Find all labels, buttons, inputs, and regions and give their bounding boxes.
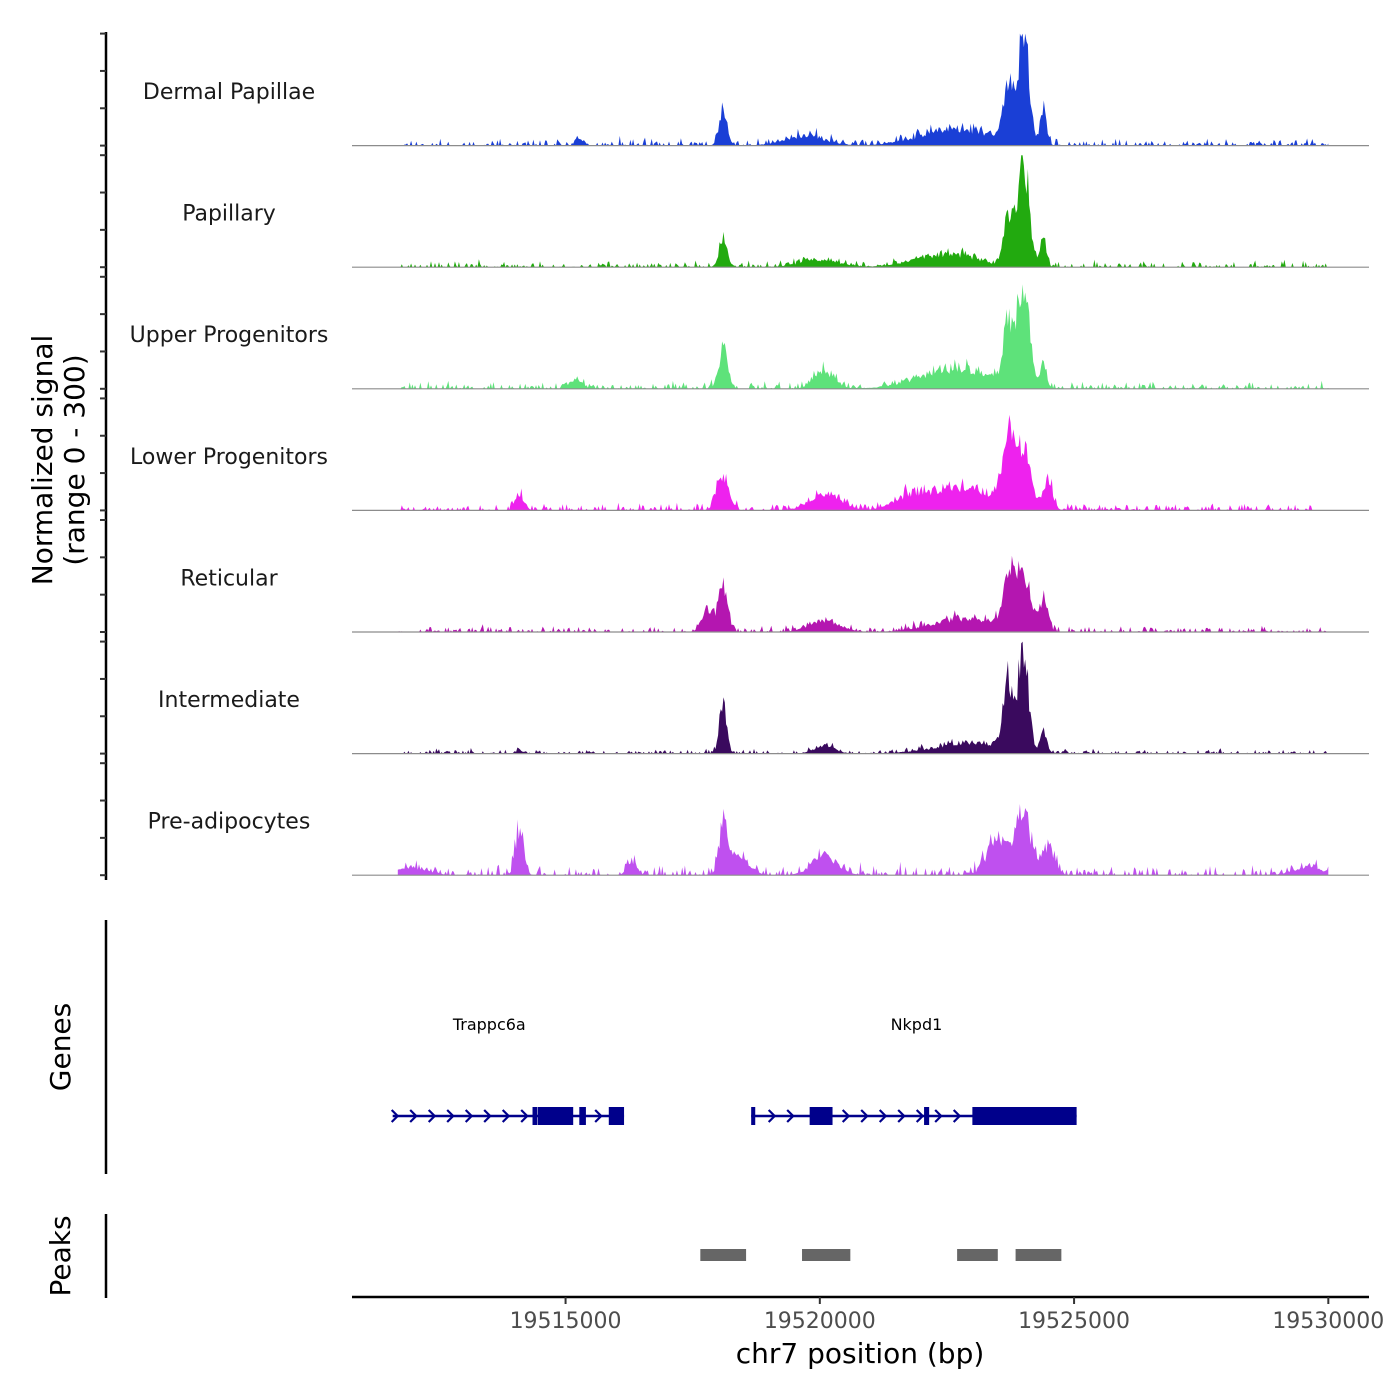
- strand-arrow: [767, 1109, 777, 1123]
- strand-arrow: [786, 1109, 795, 1123]
- gene-exon: [608, 1107, 625, 1125]
- peak-region: [802, 1249, 851, 1261]
- x-tick-label: 19525000: [1018, 1309, 1130, 1334]
- track-label: Reticular: [180, 566, 278, 591]
- coverage-area: [397, 33, 1329, 146]
- gene-model: Trappc6a: [390, 1015, 625, 1125]
- strand-arrow: [427, 1109, 437, 1123]
- strand-arrow: [860, 1109, 869, 1123]
- track-label: Intermediate: [158, 688, 300, 713]
- coverage-track: Pre-adipocytes: [148, 804, 1369, 876]
- coverage-track: Upper Progenitors: [130, 284, 1369, 390]
- coverage-area: [397, 414, 1329, 511]
- coverage-y-ticks: [100, 32, 106, 877]
- strand-arrow: [594, 1109, 603, 1123]
- track-label: Papillary: [182, 202, 276, 227]
- strand-arrow: [390, 1109, 400, 1123]
- strand-arrow: [841, 1109, 851, 1123]
- peak-region: [700, 1249, 747, 1261]
- peaks-track-label-group: Peaks: [44, 1215, 77, 1296]
- strand-arrow: [446, 1109, 455, 1123]
- peak-regions: [700, 1249, 1062, 1261]
- coverage-area: [397, 555, 1329, 632]
- y-axis-title-line2: (range 0 - 300): [58, 354, 91, 565]
- genes-track-label: Genes: [44, 1003, 77, 1091]
- gene-exon: [751, 1107, 756, 1125]
- strand-arrow: [409, 1109, 418, 1123]
- strand-arrow: [915, 1109, 925, 1123]
- gene-model: Nkpd1: [751, 1015, 1077, 1125]
- x-axis-ticks: 19515000 19520000 19525000 19530000: [510, 1297, 1384, 1334]
- gene-exon: [532, 1107, 538, 1125]
- coverage-tracks: Dermal Papillae Papillary Upper Progenitor…: [130, 33, 1369, 876]
- coverage-area: [397, 804, 1329, 876]
- track-label: Upper Progenitors: [130, 323, 329, 348]
- strand-arrow: [501, 1109, 511, 1123]
- gene-models: Trappc6a Nkpd1: [390, 1015, 1077, 1125]
- peak-region: [1015, 1249, 1062, 1261]
- y-axis-title: Normalized signal (range 0 - 300): [26, 335, 91, 586]
- strand-arrow: [464, 1109, 474, 1123]
- strand-arrow: [952, 1109, 962, 1123]
- gene-exon: [537, 1107, 574, 1125]
- x-tick-label: 19530000: [1272, 1309, 1384, 1334]
- x-tick-label: 19515000: [510, 1309, 622, 1334]
- coverage-area: [397, 641, 1329, 754]
- peaks-track-label: Peaks: [44, 1215, 77, 1296]
- track-label: Lower Progenitors: [130, 445, 328, 470]
- coverage-area: [397, 284, 1329, 389]
- strand-arrow: [483, 1109, 492, 1123]
- coverage-track: Papillary: [182, 155, 1369, 268]
- gene-label: Trappc6a: [452, 1015, 526, 1034]
- coverage-track: Dermal Papillae: [143, 33, 1369, 147]
- x-axis-title: chr7 position (bp): [736, 1337, 985, 1370]
- coverage-area: [397, 155, 1329, 268]
- strand-arrow: [897, 1109, 906, 1123]
- track-label: Pre-adipocytes: [148, 810, 311, 835]
- coverage-track: Intermediate: [158, 641, 1369, 755]
- gene-exon: [579, 1107, 586, 1125]
- strand-arrow: [934, 1109, 943, 1123]
- gene-exon: [809, 1107, 833, 1125]
- genes-track-label-group: Genes: [44, 1003, 77, 1091]
- strand-arrow: [520, 1109, 529, 1123]
- peak-region: [957, 1249, 998, 1261]
- strand-arrow: [878, 1109, 888, 1123]
- coverage-track: Lower Progenitors: [130, 414, 1369, 511]
- x-tick-label: 19520000: [764, 1309, 876, 1334]
- coverage-track: Reticular: [180, 555, 1369, 633]
- gene-exon: [924, 1107, 930, 1125]
- gene-label: Nkpd1: [891, 1015, 943, 1034]
- y-axis-title-line1: Normalized signal: [26, 335, 59, 586]
- track-label: Dermal Papillae: [143, 80, 315, 105]
- gene-exon: [972, 1107, 1077, 1125]
